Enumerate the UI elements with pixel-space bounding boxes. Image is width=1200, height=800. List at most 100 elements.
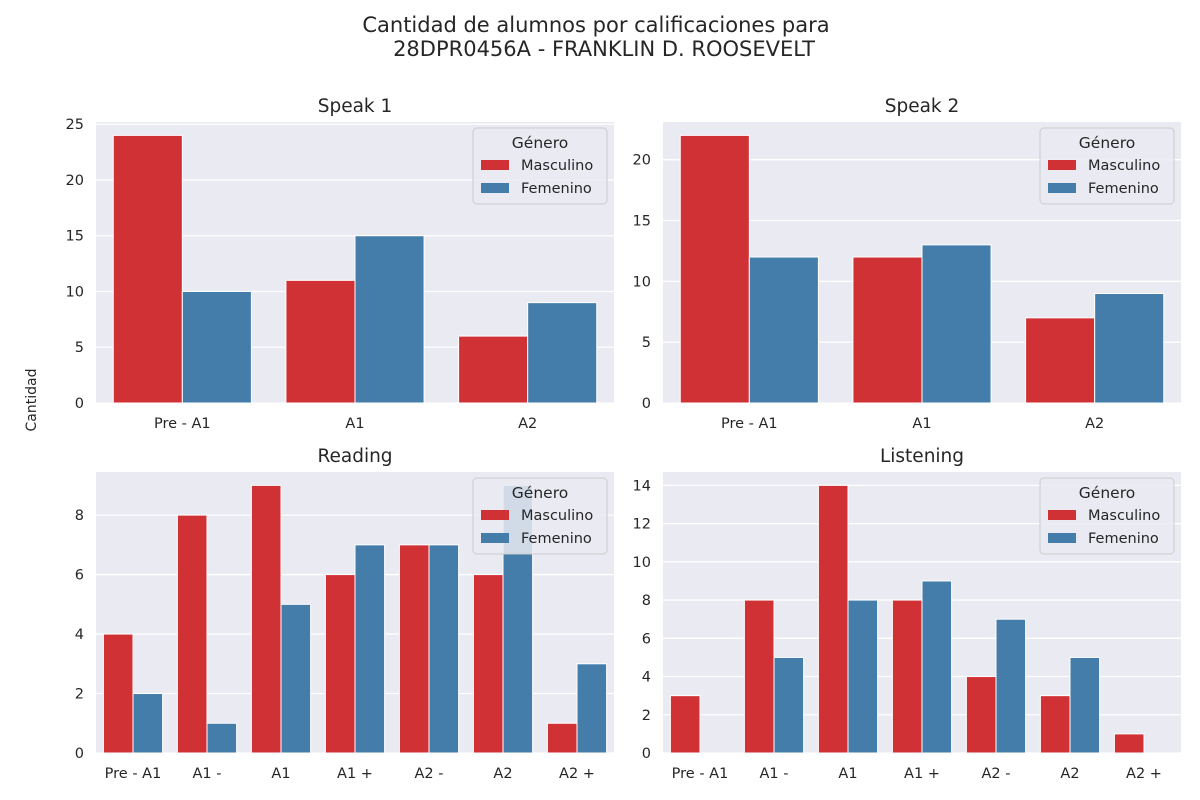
x-tick-label: A2 [1060, 766, 1079, 782]
y-tick-label: 2 [642, 708, 651, 724]
legend-swatch-masculino [481, 160, 509, 170]
x-tick-label: A1 + [337, 766, 373, 782]
bar-femenino-3 [527, 302, 598, 404]
y-tick-label: 2 [75, 687, 84, 703]
panel-title: Listening [880, 446, 964, 467]
bar-femenino-3 [280, 603, 312, 754]
bar-femenino-1 [748, 256, 819, 404]
legend-swatch-femenino [1048, 183, 1076, 193]
legend: Género Masculino Femenino [1039, 477, 1175, 555]
y-tick-label: 15 [633, 214, 651, 230]
bar-femenino-5 [428, 544, 460, 754]
bar-femenino-2 [921, 244, 992, 404]
legend-label-masculino: Masculino [521, 158, 593, 174]
x-tick-label: A2 + [1126, 766, 1162, 782]
y-tick-label: 4 [75, 627, 84, 643]
panel-title: Speak 2 [885, 96, 960, 117]
bar-masculino-2 [852, 256, 923, 404]
panel-title: Reading [317, 446, 392, 467]
y-tick-label: 5 [75, 340, 84, 356]
legend-label-femenino: Femenino [521, 531, 592, 547]
y-tick-label: 6 [75, 568, 84, 584]
bar-masculino-2 [743, 599, 775, 754]
y-tick-label: 5 [642, 335, 651, 351]
bar-masculino-2 [285, 279, 356, 404]
y-tick-label: 20 [633, 153, 651, 169]
y-tick-label: 8 [75, 508, 84, 524]
y-tick-label: 12 [633, 517, 651, 533]
y-tick-label: 14 [633, 478, 651, 494]
y-tick-label: 10 [66, 284, 84, 300]
x-tick-label: A2 - [415, 766, 444, 782]
bar-masculino-1 [669, 695, 701, 754]
legend-swatch-femenino [1048, 533, 1076, 543]
bar-masculino-7 [1113, 733, 1145, 754]
bar-masculino-4 [891, 599, 923, 754]
chart-panel-2: 0 5 10 15 20 Pre - A1 A1 A2 Speak 2 Género Masculi… [633, 96, 1181, 432]
bar-masculino-5 [965, 676, 997, 754]
bar-femenino-1 [132, 693, 164, 754]
bar-femenino-3 [1094, 293, 1165, 404]
x-tick-label: Pre - A1 [721, 416, 778, 432]
bar-masculino-6 [1039, 695, 1071, 754]
bar-femenino-5 [995, 618, 1027, 754]
chart-panel-1: 0 5 10 15 20 25 Pre - A1 A1 A2 Speak 1 Género Mascu… [66, 96, 614, 432]
legend-title: Género [1079, 484, 1135, 502]
x-tick-label: A1 - [193, 766, 222, 782]
y-tick-label: 4 [642, 670, 651, 686]
x-tick-label: A1 [345, 416, 364, 432]
legend-label-femenino: Femenino [521, 181, 592, 197]
figure-title-line-1: Cantidad de alumnos por calificaciones p… [362, 13, 829, 37]
x-tick-label: Pre - A1 [672, 766, 729, 782]
y-tick-label: 10 [633, 555, 651, 571]
bar-femenino-4 [354, 544, 386, 754]
y-tick-label: 0 [75, 396, 84, 412]
x-tick-label: A2 - [982, 766, 1011, 782]
x-tick-label: A1 [912, 416, 931, 432]
legend: Género Masculino Femenino [472, 127, 608, 205]
bar-femenino-7 [576, 663, 608, 754]
legend-swatch-femenino [481, 183, 509, 193]
legend-label-femenino: Femenino [1088, 181, 1159, 197]
bar-femenino-6 [1069, 656, 1101, 754]
x-tick-label: A1 [838, 766, 857, 782]
x-tick-label: Pre - A1 [154, 416, 211, 432]
x-tick-label: A2 [493, 766, 512, 782]
bar-masculino-7 [546, 722, 578, 754]
bar-masculino-3 [250, 484, 282, 754]
legend-label-masculino: Masculino [1088, 158, 1160, 174]
chart-panel-3: 0 2 4 6 8 Pre - A1 A1 - A1 A1 + A2 - A2 A2 + Reading… [75, 446, 614, 782]
legend-swatch-masculino [1048, 160, 1076, 170]
y-tick-label: 15 [66, 229, 84, 245]
y-tick-label: 0 [642, 396, 651, 412]
figure-y-axis-label: Cantidad [24, 369, 40, 432]
legend-swatch-masculino [481, 510, 509, 520]
figure-title-line-2: 28DPR0456A - FRANKLIN D. ROOSEVELT [393, 37, 815, 61]
bar-femenino-2 [206, 722, 238, 754]
bar-masculino-3 [1025, 317, 1096, 404]
x-tick-label: A2 [1085, 416, 1104, 432]
bar-masculino-4 [324, 574, 356, 754]
y-tick-label: 8 [642, 593, 651, 609]
legend-label-masculino: Masculino [1088, 508, 1160, 524]
bar-masculino-2 [176, 514, 208, 754]
x-tick-label: A1 - [760, 766, 789, 782]
x-tick-label: A2 [518, 416, 537, 432]
legend-swatch-femenino [481, 533, 509, 543]
bar-masculino-1 [679, 134, 750, 404]
y-tick-label: 0 [75, 746, 84, 762]
legend-title: Género [512, 484, 568, 502]
bar-masculino-1 [102, 633, 134, 754]
bar-masculino-5 [398, 544, 430, 754]
y-tick-label: 6 [642, 631, 651, 647]
legend-label-femenino: Femenino [1088, 531, 1159, 547]
legend: Género Masculino Femenino [1039, 127, 1175, 205]
bar-masculino-3 [817, 484, 849, 754]
bar-masculino-3 [458, 335, 529, 404]
y-tick-label: 0 [642, 746, 651, 762]
bar-masculino-1 [112, 134, 183, 404]
bar-femenino-4 [921, 580, 953, 754]
x-tick-label: A1 [271, 766, 290, 782]
